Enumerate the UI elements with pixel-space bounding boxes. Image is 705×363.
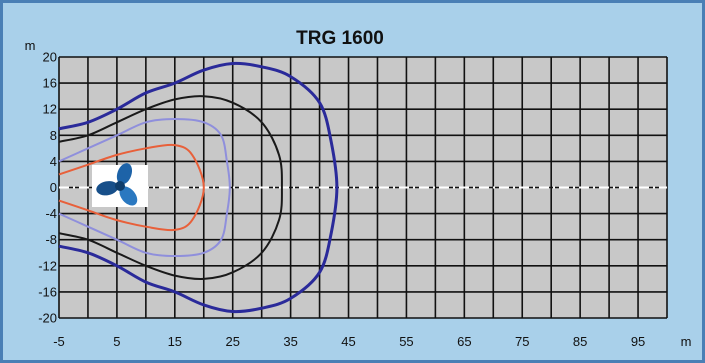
x-axis-label: m xyxy=(681,334,692,349)
y-tick-label: 16 xyxy=(43,76,57,91)
x-tick-label: 85 xyxy=(573,334,587,349)
propeller-icon-shape xyxy=(96,163,138,206)
x-tick-label: 5 xyxy=(113,334,120,349)
x-tick-label: 35 xyxy=(283,334,297,349)
y-tick-label: 20 xyxy=(43,50,57,65)
x-tick-label: 15 xyxy=(168,334,182,349)
y-tick-label: -16 xyxy=(38,284,57,299)
chart-title: TRG 1600 xyxy=(296,28,384,49)
series-line-1 xyxy=(58,143,205,232)
y-tick-label: -12 xyxy=(38,258,57,273)
y-axis-label: m xyxy=(25,38,36,53)
series-line-2 xyxy=(58,118,231,257)
y-tick-label: -20 xyxy=(38,311,57,326)
series-line-3 xyxy=(58,95,283,280)
y-tick-label: 12 xyxy=(43,102,57,117)
x-tick-label: -5 xyxy=(53,334,65,349)
y-tick-label: -8 xyxy=(45,232,57,247)
y-tick-labels: 20 16 12 8 4 0 -4 -8 -12 -16 -20 xyxy=(38,50,57,326)
x-tick-labels: -5 5 15 25 35 45 55 65 75 85 95 xyxy=(53,334,645,349)
x-tick-label: 65 xyxy=(457,334,471,349)
series-line-4 xyxy=(58,61,339,314)
y-tick-label: 4 xyxy=(50,154,57,169)
x-tick-label: 45 xyxy=(341,334,355,349)
y-tick-label: -4 xyxy=(45,206,57,221)
y-tick-label: 8 xyxy=(50,128,57,143)
series-layer xyxy=(58,61,339,314)
x-tick-label: 55 xyxy=(399,334,413,349)
y-tick-label: 0 xyxy=(50,180,57,195)
x-tick-label: 75 xyxy=(515,334,529,349)
x-tick-label: 25 xyxy=(225,334,239,349)
propeller-icon xyxy=(92,163,148,207)
x-tick-label: 95 xyxy=(631,334,645,349)
